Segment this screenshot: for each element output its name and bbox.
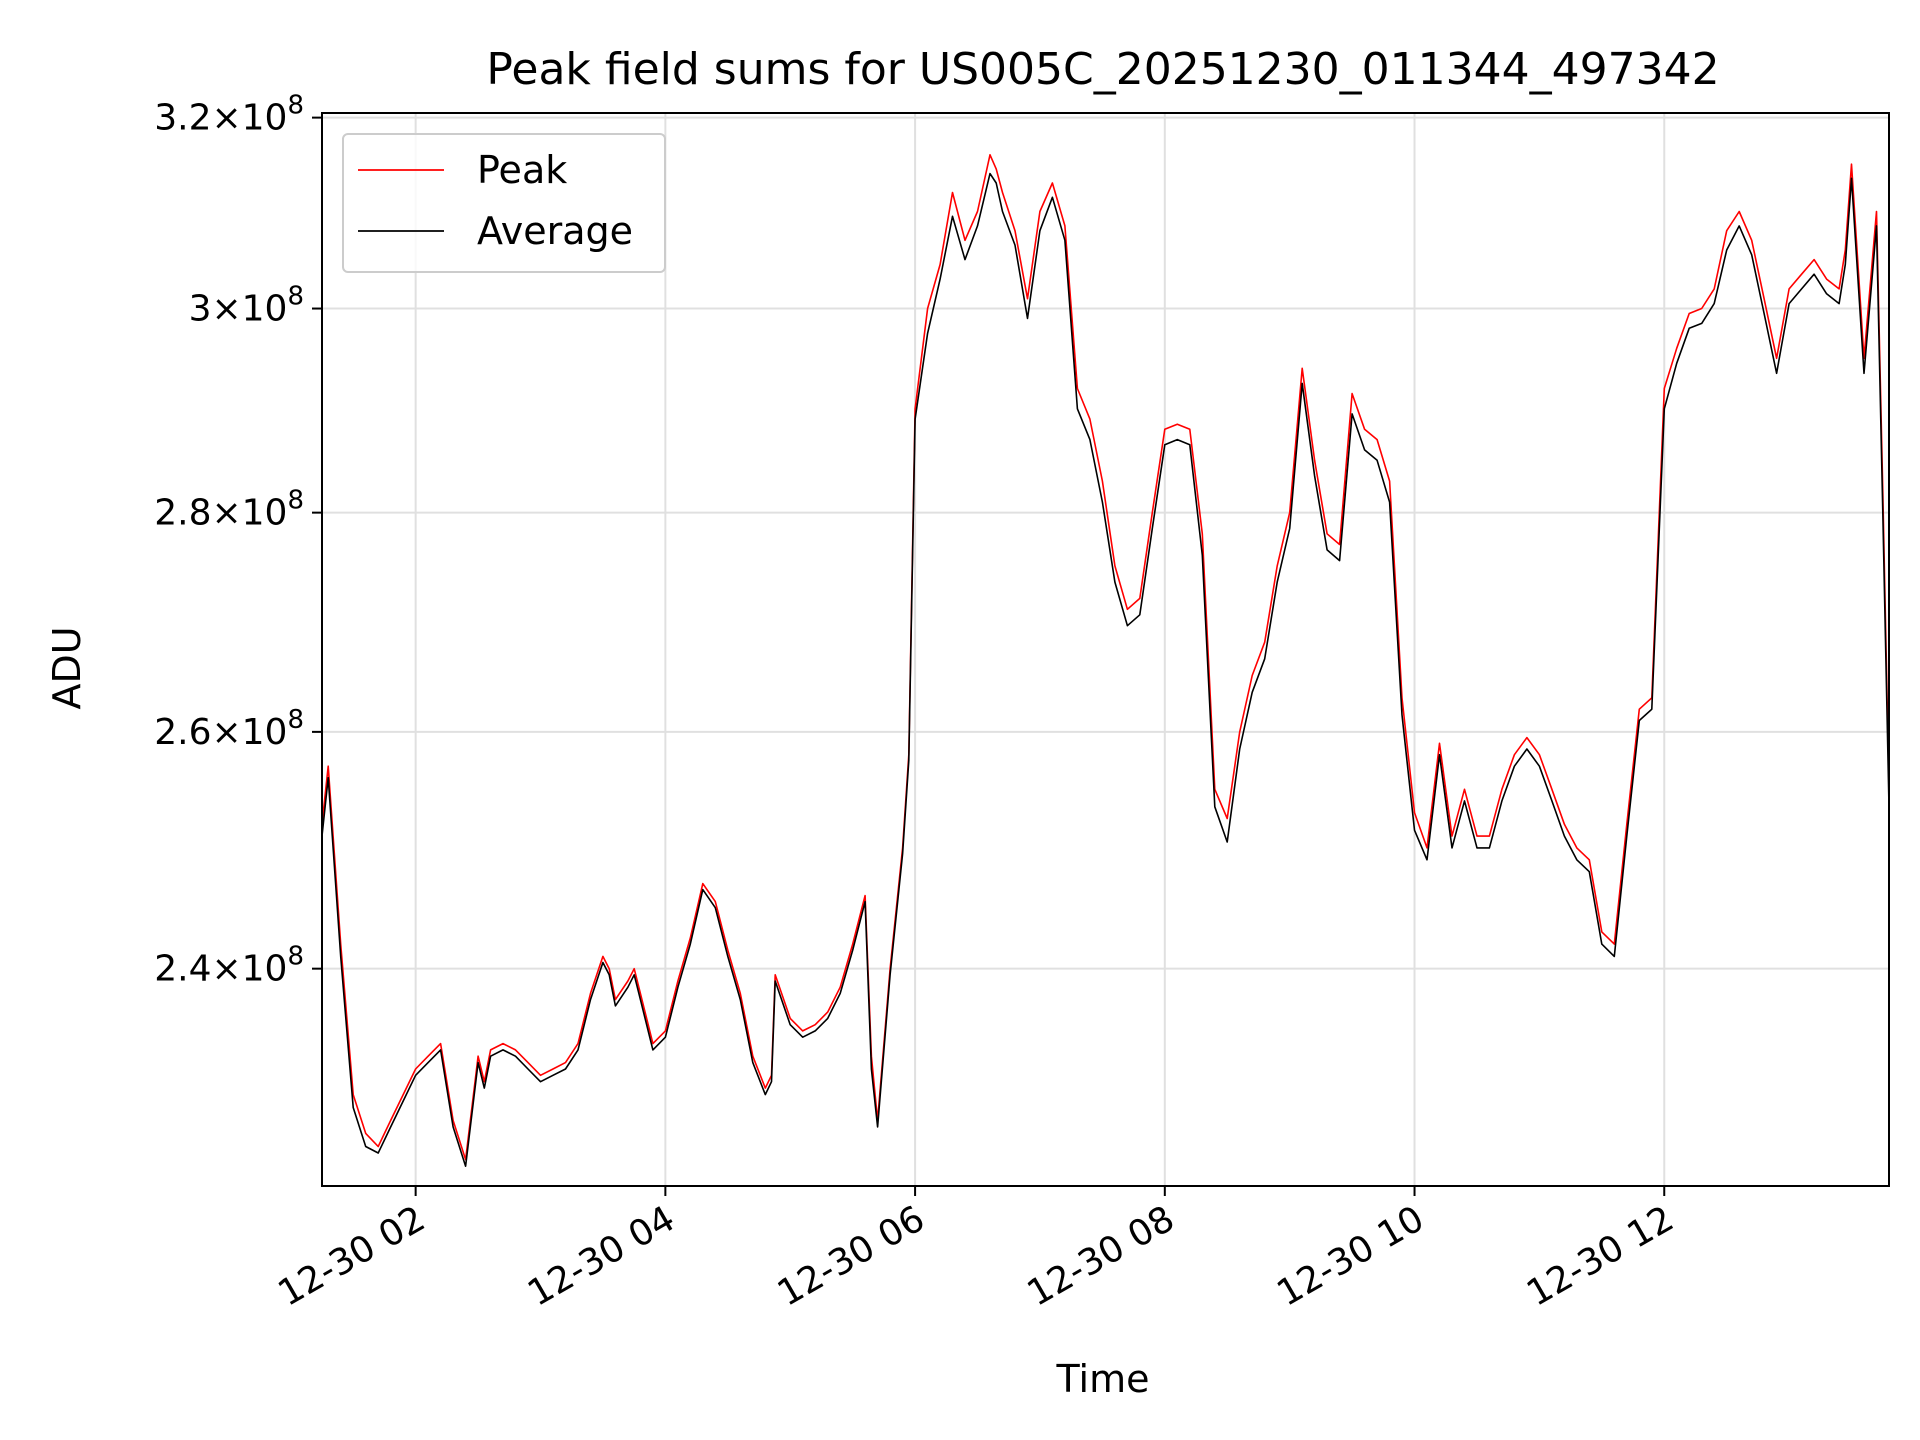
y-tick-label: 3.2×108 — [154, 91, 304, 139]
y-tick-label: 2.6×108 — [154, 705, 304, 753]
legend-peak-label: Peak — [477, 148, 567, 192]
legend: Peak Average — [342, 133, 666, 273]
grid — [322, 113, 1889, 1186]
y-tick-label: 3×108 — [189, 282, 304, 330]
plot-frame — [321, 112, 1890, 1187]
y-tick-label: 2.4×108 — [154, 942, 304, 990]
x-axis-label: Time — [1056, 1357, 1150, 1401]
y-tick-label: 2.8×108 — [154, 486, 304, 534]
chart-title: Peak field sums for US005C_20251230_0113… — [486, 44, 1719, 95]
plot-lines — [321, 154, 1890, 1167]
legend-average-label: Average — [477, 209, 633, 253]
series-line-average — [321, 172, 1890, 1167]
y-axis-ticks: 2.4×108 2.6×108 2.8×108 3×108 3.2×108 — [154, 91, 322, 990]
series-line-peak — [321, 154, 1890, 1161]
legend-box — [342, 133, 666, 273]
y-axis-label: ADU — [45, 626, 89, 709]
